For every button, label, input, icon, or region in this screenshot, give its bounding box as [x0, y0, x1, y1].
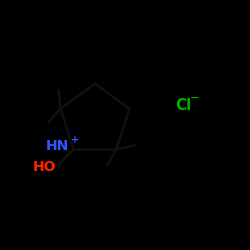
Text: +: + [71, 135, 79, 145]
Text: HO: HO [33, 160, 56, 174]
Text: −: − [190, 92, 199, 102]
Text: Cl: Cl [175, 98, 191, 112]
Text: HN: HN [46, 139, 69, 153]
